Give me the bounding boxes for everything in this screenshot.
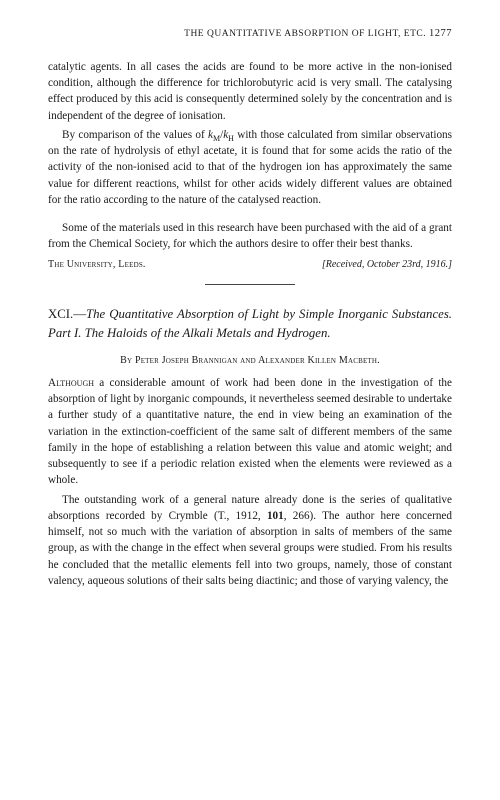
body-paragraph-2: The outstanding work of a general nature… [48,492,452,589]
volume-number: 101 [267,510,284,522]
acknowledgement: Some of the materials used in this resea… [48,220,452,252]
ratio-sub-M: M [213,134,220,143]
article-title: XCI.—The Quantitative Absorption of Ligh… [48,305,452,343]
page-number: 1277 [429,28,452,39]
footer-date: [Received, October 23rd, 1916.] [322,259,452,270]
paragraph-comparison: By comparison of the values of kM/kH wit… [48,127,452,208]
title-number: XCI.— [48,307,86,321]
body1-rest: a considerable amount of work had been d… [48,377,452,486]
footer-institution: The University, Leeds. [48,259,146,270]
header-text: THE QUANTITATIVE ABSORPTION OF LIGHT, ET… [184,29,426,39]
title-text: The Quantitative Absorption of Light by … [48,307,452,340]
body-paragraph-1: Although a considerable amount of work h… [48,375,452,489]
section-divider [205,284,295,285]
article-footer: The University, Leeds. [Received, Octobe… [48,259,452,270]
running-header: THE QUANTITATIVE ABSORPTION OF LIGHT, ET… [48,28,452,39]
authors: By Peter Joseph Brannigan and Alexander … [48,355,452,366]
paragraph-catalytic: catalytic agents. In all cases the acids… [48,59,452,124]
para2-pre: By comparison of the values of [62,129,208,141]
opening-word: Although [48,377,94,389]
